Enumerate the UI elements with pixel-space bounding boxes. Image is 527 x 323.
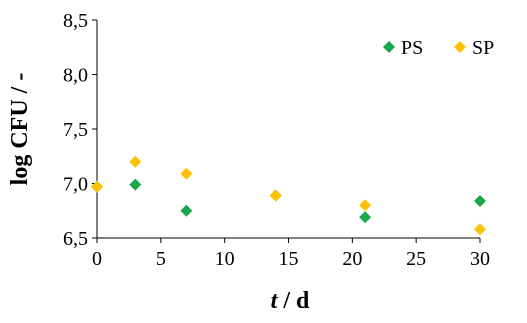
x-tick-label: 25 [406,248,426,270]
data-point-sp [129,155,142,168]
y-axis-title: log CFU / - [7,73,33,186]
legend-marker-ps [383,41,395,53]
x-tick-label: 10 [215,248,235,270]
x-tick-label: 0 [92,248,102,270]
legend-label-sp: SP [472,37,494,59]
x-axis-title: t / d [271,288,310,314]
y-tick-label: 7,0 [63,174,88,196]
legend: PS SP [383,37,494,59]
data-point-ps [129,178,142,191]
data-point-sp [269,189,282,202]
x-ticks: 0 5 10 15 20 25 30 [92,238,490,270]
data-point-ps [180,204,193,217]
x-tick-label: 5 [156,248,166,270]
data-point-sp [91,180,103,193]
x-tick-label: 15 [279,248,299,270]
series-sp [91,155,486,236]
x-axis-title-variable: t [271,288,279,314]
x-tick-label: 20 [342,248,362,270]
data-point-ps [359,211,372,224]
data-series [91,155,486,236]
legend-label-ps: PS [401,37,423,59]
y-ticks: 6,5 7,0 7,5 8,0 8,5 [63,10,97,250]
data-point-sp [180,167,193,180]
y-tick-label: 8,0 [63,65,88,87]
data-point-sp [359,199,372,212]
data-point-ps [474,194,486,207]
y-tick-label: 8,5 [63,10,88,32]
y-tick-label: 6,5 [63,228,88,250]
x-axis-title-unit: / d [277,288,310,314]
x-tick-label: 30 [470,248,490,270]
legend-marker-sp [454,41,466,53]
series-ps [91,178,486,224]
data-point-sp [474,223,486,236]
y-tick-label: 7,5 [63,119,88,141]
